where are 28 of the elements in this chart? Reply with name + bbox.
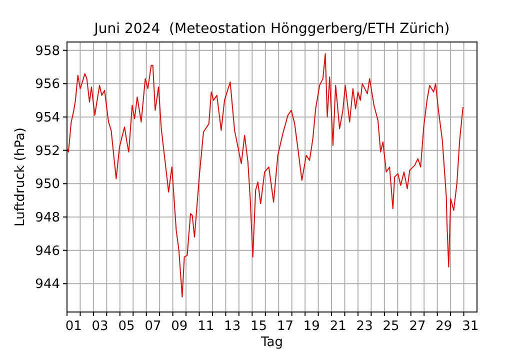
y-tick-label: 946 — [35, 244, 60, 259]
y-tick-label: 954 — [35, 110, 60, 126]
chart-title: Juni 2024 (Meteostation Hönggerberg/ETH Zürich) — [93, 21, 450, 37]
x-tick-label: 23 — [356, 319, 373, 334]
x-tick-label: 19 — [303, 319, 320, 334]
x-tick-label: 25 — [382, 319, 400, 334]
x-axis-title: Tag — [260, 335, 284, 350]
x-tick-label: 07 — [144, 319, 162, 334]
x-tick-label: 03 — [92, 319, 108, 334]
y-tick-label: 958 — [35, 44, 60, 59]
x-tick-label: 29 — [436, 319, 452, 334]
y-axis-title: Luftdruck (hPa) — [13, 128, 28, 226]
x-tick-label: 27 — [409, 319, 426, 334]
x-tick-label: 15 — [250, 319, 268, 334]
y-tick-label: 956 — [35, 77, 60, 92]
x-tick-label: 09 — [171, 319, 188, 334]
y-tick-label: 948 — [35, 210, 60, 226]
y-tick-label: 950 — [35, 177, 60, 192]
x-tick-label: 17 — [276, 319, 294, 334]
x-tick-label: 31 — [462, 319, 479, 334]
y-tick-label: 944 — [35, 277, 60, 292]
x-tick-label: 01 — [65, 319, 82, 334]
y-tick-label: 952 — [35, 144, 60, 159]
line-series — [66, 53, 464, 298]
x-tick-label: 05 — [118, 319, 135, 334]
x-tick-label: 21 — [330, 319, 346, 334]
x-tick-label: 11 — [198, 319, 214, 334]
x-tick-label: 13 — [224, 319, 241, 334]
